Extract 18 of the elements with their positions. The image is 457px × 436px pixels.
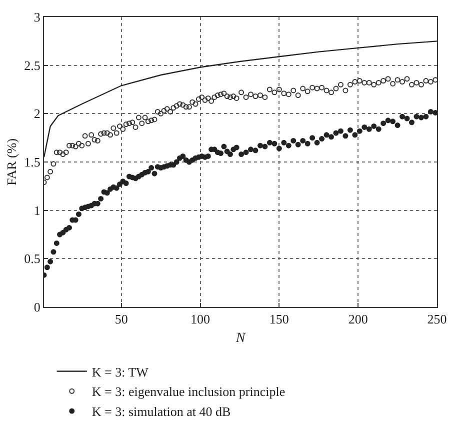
y-tick-label: 3 [34, 10, 40, 25]
legend-label: K = 3: simulation at 40 dB [92, 404, 231, 420]
x-tick-label: 150 [269, 312, 289, 327]
line-series [44, 40, 437, 158]
y-tick-label: 0 [34, 300, 40, 315]
y-tick-label: 2.5 [24, 58, 40, 73]
x-tick-label: 100 [190, 312, 210, 327]
x-tick-label: 200 [348, 312, 368, 327]
y-tick-label: 1 [34, 202, 40, 218]
x-tick-label: 250 [427, 312, 447, 327]
x-tick-label: 50 [114, 312, 128, 327]
y-axis-title: FAR (%) [4, 138, 20, 186]
y-tick-label: 2 [34, 106, 40, 122]
y-tick-label: 1.5 [24, 154, 40, 170]
legend-label: K = 3: eigenvalue inclusion principle [92, 384, 286, 400]
x-axis-title: N [234, 330, 246, 346]
y-tick-label: 0.5 [24, 251, 40, 266]
legend-label: K = 3: TW [92, 364, 150, 380]
